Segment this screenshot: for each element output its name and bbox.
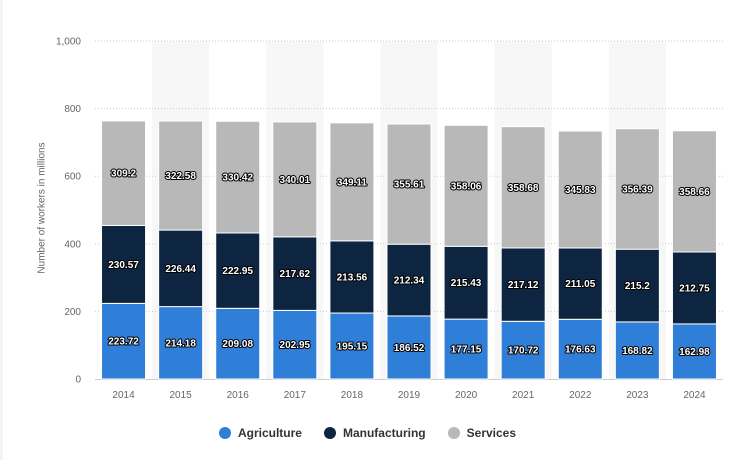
bar-services-2022 [557, 130, 603, 249]
bar-manufacturing-2018 [329, 240, 375, 314]
legend-swatch [447, 427, 460, 439]
data-label: 340.01 [280, 175, 311, 186]
bar-agriculture-2024 [671, 323, 717, 380]
x-tick-label: 2022 [569, 390, 592, 401]
data-label: 212.34 [394, 276, 425, 287]
data-label: 168.82 [622, 346, 653, 357]
bar-manufacturing-2022 [557, 247, 603, 320]
data-label: 358.66 [679, 187, 710, 198]
y-axis-title: Number of workers in millions [36, 142, 48, 274]
bar-manufacturing-2014 [101, 224, 147, 304]
data-label: 230.57 [108, 260, 139, 271]
bar-agriculture-2020 [443, 318, 489, 380]
y-tick-label: 1,000 [56, 37, 81, 48]
data-label: 222.95 [222, 266, 253, 277]
legend-swatch [218, 427, 231, 439]
bar-agriculture-2022 [557, 318, 603, 380]
legend-label: Services [466, 426, 517, 440]
bar-manufacturing-2023 [614, 248, 660, 323]
x-tick-label: 2021 [512, 390, 535, 401]
data-label: 212.75 [679, 283, 710, 294]
y-tick-label: 600 [64, 172, 81, 183]
data-label: 213.56 [337, 272, 368, 283]
bar-services-2023 [614, 128, 660, 250]
bar-agriculture-2017 [272, 309, 318, 380]
x-tick-label: 2019 [398, 390, 421, 401]
bar-manufacturing-2024 [671, 251, 717, 325]
bar-agriculture-2014 [101, 302, 147, 380]
bar-services-2016 [215, 120, 261, 234]
bar-manufacturing-2016 [215, 232, 261, 309]
bar-agriculture-2023 [614, 321, 660, 380]
bar-agriculture-2015 [158, 306, 204, 380]
bar-services-2020 [443, 124, 489, 247]
data-label: 322.58 [165, 171, 196, 182]
data-label: 170.72 [508, 346, 539, 357]
legend-item-manufacturing[interactable]: Manufacturing [323, 426, 426, 440]
bar-services-2018 [329, 122, 375, 242]
y-tick-label: 800 [64, 104, 81, 115]
bar-services-2024 [671, 130, 717, 253]
bar-manufacturing-2015 [158, 229, 204, 308]
y-tick-label: 200 [64, 307, 81, 318]
legend-item-services[interactable]: Services [447, 426, 517, 440]
data-label: 211.05 [565, 279, 595, 290]
x-tick-label: 2020 [455, 390, 478, 401]
data-label: 215.2 [625, 281, 650, 292]
data-label: 177.15 [451, 345, 482, 356]
bar-agriculture-2019 [386, 315, 432, 380]
stacked-bar-chart: 0 200 400 600 800 1,000 223.72 230.57 309.2 2014 2… [56, 37, 723, 401]
data-label: 330.42 [222, 173, 253, 184]
bar-manufacturing-2021 [500, 247, 546, 322]
data-label: 209.08 [222, 339, 253, 350]
bar-services-2015 [158, 120, 204, 231]
legend-swatch [323, 427, 336, 439]
data-label: 217.12 [508, 280, 539, 291]
legend-item-agriculture[interactable]: Agriculture [218, 426, 302, 440]
data-label: 202.95 [280, 340, 311, 351]
legend-label: Manufacturing [342, 426, 426, 440]
y-tick-label: 400 [64, 239, 81, 250]
data-label: 345.83 [565, 185, 596, 196]
data-label: 309.2 [111, 169, 136, 180]
data-label: 356.39 [622, 184, 653, 195]
bar-services-2021 [500, 126, 546, 249]
data-label: 223.72 [108, 337, 139, 348]
data-label: 186.52 [394, 343, 425, 354]
legend: Agriculture Manufacturing Services [0, 426, 735, 440]
data-label: 214.18 [165, 338, 196, 349]
data-label: 162.98 [679, 347, 710, 358]
data-label: 358.68 [508, 183, 539, 194]
bar-manufacturing-2019 [386, 243, 432, 317]
data-label: 349.11 [337, 177, 367, 188]
bar-manufacturing-2017 [272, 236, 318, 311]
legend-label: Agriculture [237, 426, 302, 440]
bar-services-2019 [386, 123, 432, 245]
x-tick-label: 2017 [284, 390, 307, 401]
x-tick-label: 2016 [227, 390, 250, 401]
data-label: 176.63 [565, 345, 596, 356]
x-tick-label: 2018 [341, 390, 364, 401]
data-label: 358.06 [451, 181, 482, 192]
data-label: 217.62 [280, 269, 311, 280]
bar-services-2014 [101, 120, 147, 226]
y-tick-label: 0 [75, 375, 81, 386]
bar-agriculture-2018 [329, 312, 375, 380]
x-tick-label: 2024 [683, 390, 706, 401]
data-label: 355.61 [394, 180, 425, 191]
data-label: 215.43 [451, 278, 482, 289]
x-tick-label: 2015 [170, 390, 193, 401]
data-label: 195.15 [337, 342, 368, 353]
x-tick-label: 2023 [626, 390, 649, 401]
x-tick-label: 2014 [112, 390, 135, 401]
data-label: 226.44 [165, 264, 196, 275]
bar-services-2017 [272, 121, 318, 238]
